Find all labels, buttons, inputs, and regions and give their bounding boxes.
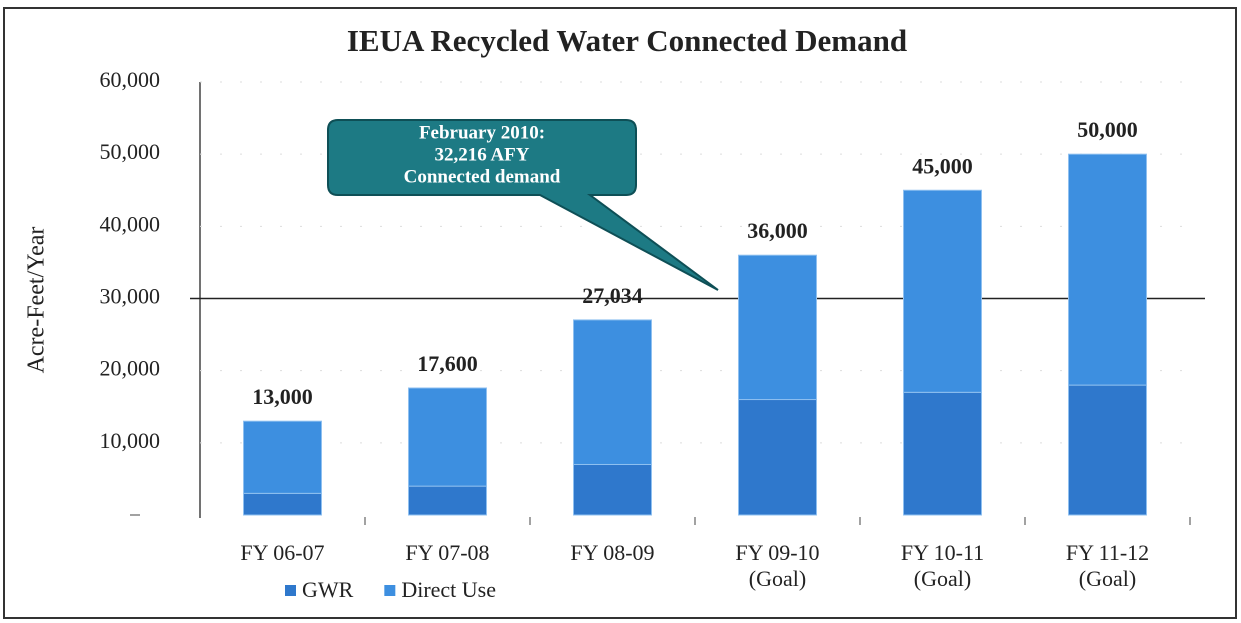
y-tick-label: 40,000	[100, 211, 161, 236]
y-tick-label: 20,000	[100, 356, 161, 381]
total-label: 17,600	[417, 351, 478, 376]
callout-text: 32,216 AFY	[435, 144, 530, 165]
bar-segment	[1068, 153, 1147, 386]
bar-segment	[738, 399, 817, 516]
callout	[327, 119, 719, 291]
bar-segment	[1068, 384, 1147, 516]
bar-segment	[243, 420, 322, 494]
x-tick-label-box: FY 06-07	[240, 540, 325, 565]
legend-label: Direct Use	[401, 577, 496, 602]
bar-segment	[903, 189, 982, 393]
y-tick-label: 10,000	[100, 428, 161, 453]
total-label: 45,000	[912, 153, 973, 178]
x-tick-label: FY 06-07	[240, 540, 325, 565]
bar-segment	[903, 391, 982, 516]
callout-text: Connected demand	[404, 166, 561, 187]
legend-swatch	[285, 585, 296, 596]
bar-segment	[738, 254, 817, 401]
total-label: 50,000	[1077, 117, 1138, 142]
x-tick-label-box: FY 09-10 (Goal)	[735, 540, 820, 591]
total-label: 36,000	[747, 218, 808, 243]
total-label: 27,034	[582, 283, 643, 308]
y-tick-label: 60,000	[100, 67, 161, 92]
y-tick-label: 50,000	[100, 139, 161, 164]
bar-segment	[243, 492, 322, 516]
x-tick-label: FY 09-10 (Goal)	[735, 540, 820, 591]
y-axis-label: Acre-Feet/Year	[24, 227, 50, 374]
x-tick-label: FY 08-09	[570, 540, 655, 565]
chart-title: IEUA Recycled Water Connected Demand	[347, 23, 907, 58]
x-tick-label-box: FY 11-12 (Goal)	[1065, 540, 1150, 591]
total-label: 13,000	[252, 384, 313, 409]
x-tick-label-box: FY 07-08	[405, 540, 490, 565]
x-tick-label: FY 11-12 (Goal)	[1065, 540, 1150, 591]
x-tick-label: FY 07-08	[405, 540, 490, 565]
legend-label: GWR	[302, 577, 354, 602]
bar-segment	[408, 387, 487, 487]
frame	[3, 7, 1237, 619]
x-tick-label-box: FY 10-11 (Goal)	[900, 540, 985, 591]
callout-text: February 2010:	[419, 122, 545, 143]
x-tick-label: FY 10-11 (Goal)	[900, 540, 985, 591]
bar-segment	[573, 319, 652, 465]
bar-segment	[408, 485, 487, 516]
legend-swatch	[384, 585, 396, 596]
y-tick-label: 30,000	[100, 284, 161, 309]
x-tick-label-box: FY 08-09	[570, 540, 655, 565]
bar-segment	[573, 463, 652, 516]
